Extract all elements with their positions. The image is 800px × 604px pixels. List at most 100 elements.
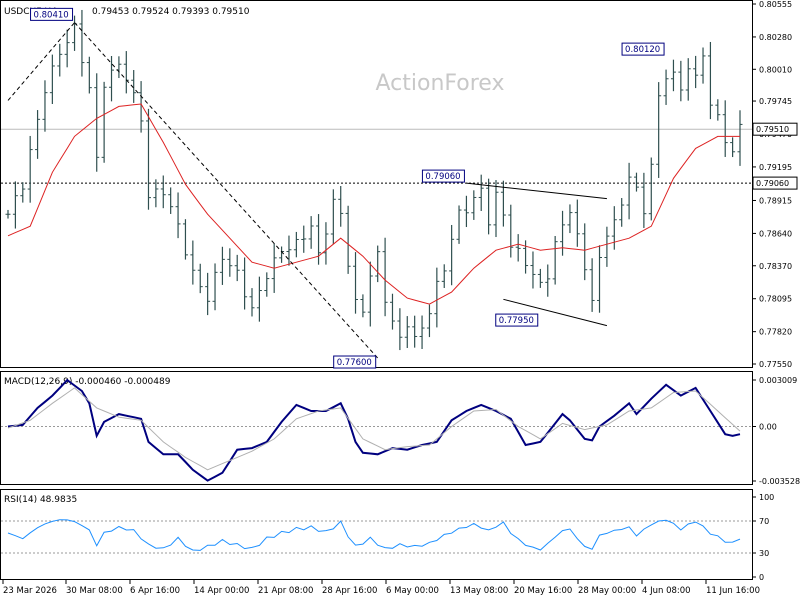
price-bar <box>86 56 92 94</box>
x-tick-label: 28 Apr 16:00 <box>322 586 377 596</box>
rsi-panel-frame <box>0 489 753 580</box>
price-bar <box>478 174 484 211</box>
price-bar <box>389 293 395 330</box>
price-bar <box>730 137 736 158</box>
moving-average <box>7 103 740 305</box>
price-bar <box>419 315 425 349</box>
price-tick-label: 0.78370 <box>759 262 792 271</box>
x-tick-label: 11 Jun 16:00 <box>706 586 760 596</box>
price-bar <box>219 246 225 285</box>
price-bar <box>168 187 174 214</box>
x-tick-label: 13 May 08:00 <box>450 586 508 596</box>
price-bar <box>715 99 721 121</box>
price-bar <box>20 182 26 203</box>
price-bar <box>434 267 440 328</box>
price-bars <box>5 9 743 351</box>
price-bar <box>367 261 373 327</box>
price-bar <box>286 235 292 266</box>
price-bar <box>597 245 603 313</box>
price-bar <box>323 222 329 265</box>
ma-line <box>7 103 740 305</box>
price-bar <box>456 205 462 244</box>
macd-lines <box>7 378 741 482</box>
price-bar <box>441 264 447 288</box>
annotation-box <box>30 7 74 21</box>
trendline <box>74 22 379 359</box>
annotation-box <box>621 42 665 56</box>
price-bar <box>567 204 573 234</box>
watermark: ActionForex <box>376 71 505 96</box>
price-bar <box>678 60 684 102</box>
current-price-label: 0.79510 <box>756 125 789 134</box>
macd-axis: 0.003009 0.00 -0.003528 <box>752 376 800 486</box>
trendline <box>7 22 75 101</box>
price-bar <box>190 240 196 285</box>
rsi-tick-label: 100 <box>759 493 774 502</box>
price-bar <box>545 264 551 297</box>
price-bar <box>279 246 285 263</box>
macd-panel-frame <box>0 371 753 485</box>
price-bar <box>72 15 78 51</box>
macd-tick-label: 0.00 <box>759 422 777 431</box>
price-bar <box>574 199 580 247</box>
price-bar <box>301 225 307 253</box>
price-bar <box>663 69 669 105</box>
x-tick-label: 21 Apr 08:00 <box>258 586 313 596</box>
price-tick-label: 0.77550 <box>759 360 792 369</box>
price-tick-label: 0.79195 <box>759 163 792 172</box>
price-bar <box>552 235 558 285</box>
price-tick-label: 0.77820 <box>759 328 792 337</box>
price-bar <box>515 234 521 262</box>
price-bar <box>500 180 506 227</box>
rsi-label: RSI(14) 48.9835 <box>4 495 77 505</box>
price-bar <box>109 56 115 102</box>
price-bar <box>619 198 625 227</box>
price-bar <box>375 245 381 283</box>
annotation-box <box>421 169 465 183</box>
price-bar <box>12 181 18 229</box>
price-bar <box>353 252 359 314</box>
price-bar <box>35 110 41 159</box>
price-tick-label: 0.78640 <box>759 229 792 238</box>
price-bar <box>656 82 662 178</box>
price-bar <box>693 55 699 89</box>
level-price-label: 0.79060 <box>756 179 789 188</box>
price-bar <box>153 179 159 208</box>
macd-tick-label: -0.003528 <box>759 477 800 486</box>
price-bar <box>397 308 403 351</box>
price-bar <box>79 9 85 77</box>
annotation-box <box>495 313 539 327</box>
rsi-tick-label: 0 <box>759 573 764 582</box>
price-bar <box>94 73 100 172</box>
annotation-label: 0.80120 <box>625 45 660 55</box>
price-bar <box>426 304 432 338</box>
annotation-label: 0.80410 <box>34 10 69 20</box>
rsi-line <box>7 519 741 551</box>
rsi-axis: 100 70 30 0 <box>752 493 774 582</box>
price-bar <box>57 43 63 77</box>
price-bar <box>508 204 514 258</box>
price-bar <box>707 41 713 120</box>
rsi-grid <box>1 520 752 554</box>
price-bar <box>101 81 107 163</box>
macd-line <box>7 378 741 482</box>
price-bar <box>530 251 536 289</box>
price-bar <box>145 108 151 210</box>
x-tick-label: 4 Jun 08:00 <box>642 586 691 596</box>
price-tick-label: 0.78095 <box>759 295 792 304</box>
price-bar <box>382 237 388 317</box>
price-bar <box>123 51 129 94</box>
price-bar <box>175 192 181 239</box>
price-bar <box>582 223 588 281</box>
price-axis: 0.805550.802800.800100.797450.794700.791… <box>752 0 798 369</box>
macd-tick-label: 0.003009 <box>759 376 797 385</box>
macd-label: MACD(12,26,9) -0.000460 -0.000489 <box>4 377 171 387</box>
price-bar <box>641 172 647 228</box>
price-bar <box>486 178 492 235</box>
price-bar <box>360 294 366 318</box>
x-tick-label: 14 Apr 00:00 <box>194 586 249 596</box>
price-tick-label: 0.78915 <box>759 196 792 205</box>
annotation-label: 0.77950 <box>499 316 534 326</box>
